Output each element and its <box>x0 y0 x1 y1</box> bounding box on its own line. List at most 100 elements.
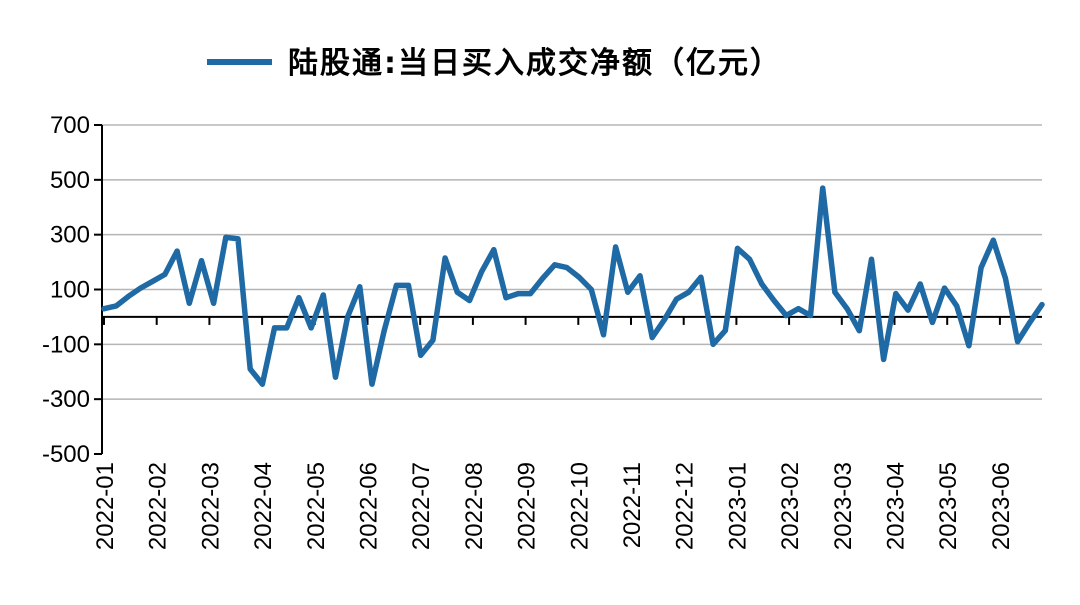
data-point <box>125 293 131 299</box>
data-point <box>747 256 753 262</box>
y-tick-label: 500 <box>50 167 90 194</box>
data-point <box>235 236 241 242</box>
data-point <box>1039 302 1045 308</box>
data-point <box>941 285 948 291</box>
data-point <box>271 325 278 331</box>
data-point <box>479 269 485 275</box>
data-point <box>357 284 363 290</box>
x-tick-label: 2022-06 <box>356 462 383 550</box>
data-point <box>223 234 229 240</box>
data-point <box>856 328 862 334</box>
data-point <box>101 306 107 312</box>
data-point <box>710 341 716 347</box>
x-tick-label: 2022-08 <box>461 462 488 550</box>
data-point <box>1015 339 1021 345</box>
x-tick-label: 2023-01 <box>724 462 751 550</box>
data-point <box>466 297 473 304</box>
data-point <box>454 289 460 295</box>
x-tick-label: 2022-07 <box>408 462 435 550</box>
data-point <box>442 255 448 261</box>
data-point <box>284 325 290 331</box>
x-tick-label: 2023-02 <box>777 462 804 550</box>
data-point <box>418 352 424 358</box>
data-point <box>966 343 972 349</box>
data-point <box>150 278 156 284</box>
x-tick-label: 2023-03 <box>830 462 857 550</box>
x-tick-label: 2023-06 <box>988 462 1015 550</box>
data-point <box>296 295 302 301</box>
x-tick-label: 2022-12 <box>672 462 699 550</box>
data-point <box>1002 275 1009 282</box>
data-point <box>613 244 619 250</box>
y-tick-label: -300 <box>42 386 90 413</box>
data-point <box>576 274 582 280</box>
x-tick-label: 2023-04 <box>883 462 910 550</box>
y-tick-label: 100 <box>50 277 90 304</box>
data-point <box>929 319 936 325</box>
data-point <box>881 356 887 362</box>
legend-label: 陆股通:当日买入成交净额（亿元） <box>288 46 782 81</box>
x-tick-label: 2022-01 <box>92 462 119 550</box>
data-point <box>661 317 668 323</box>
data-point <box>807 312 814 319</box>
x-tick-label: 2022-10 <box>566 462 593 550</box>
data-point <box>503 295 509 301</box>
data-point <box>405 282 412 288</box>
data-point <box>186 300 192 306</box>
data-point <box>820 185 826 191</box>
data-point <box>320 292 326 298</box>
y-tick-label: 300 <box>50 222 90 249</box>
data-point <box>588 286 594 293</box>
legend: 陆股通:当日买入成交净额（亿元） <box>207 46 782 81</box>
data-point <box>211 300 217 306</box>
x-tick-label: 2022-11 <box>619 462 646 548</box>
data-point <box>625 289 631 295</box>
data-point <box>381 328 387 334</box>
data-point <box>1027 319 1033 325</box>
data-point <box>783 312 789 319</box>
data-point <box>369 381 375 387</box>
data-point <box>686 289 692 295</box>
x-axis-ticks: 2022-01 2022-02 2022-03 2022-04 2022-05 2022-… <box>92 316 1015 550</box>
data-point <box>771 297 777 304</box>
data-point <box>795 306 802 312</box>
data-point <box>868 256 875 262</box>
data-point <box>759 281 765 287</box>
data-point <box>345 314 351 320</box>
data-point <box>332 374 339 380</box>
data-point <box>905 307 911 313</box>
data-point <box>990 237 996 243</box>
data-point <box>734 245 741 251</box>
data-point <box>162 271 168 277</box>
data-point <box>527 291 534 297</box>
data-point <box>649 334 655 341</box>
data-point <box>491 247 497 253</box>
data-point <box>515 291 521 297</box>
data-point <box>600 332 607 338</box>
x-tick-label: 2022-05 <box>303 462 330 550</box>
data-point <box>393 282 399 288</box>
data-point <box>137 285 144 291</box>
x-tick-label: 2022-09 <box>514 462 541 550</box>
data-point <box>978 265 984 271</box>
data-point <box>893 291 899 297</box>
data-point <box>113 303 119 309</box>
data-point <box>198 258 205 264</box>
data-point <box>917 281 923 287</box>
data-point <box>832 289 838 295</box>
y-tick-label: -100 <box>42 331 90 358</box>
data-point <box>954 303 960 309</box>
data-point <box>174 248 180 254</box>
data-point <box>539 275 546 282</box>
data-point <box>247 366 253 372</box>
data-point <box>259 381 265 387</box>
data-point <box>637 273 643 279</box>
data-point <box>552 262 558 268</box>
data-point <box>564 265 570 271</box>
data-point <box>844 306 850 312</box>
data-point <box>698 274 704 280</box>
series-layer <box>101 185 1045 387</box>
series-line <box>101 185 1045 387</box>
y-tick-label: 700 <box>50 112 90 139</box>
